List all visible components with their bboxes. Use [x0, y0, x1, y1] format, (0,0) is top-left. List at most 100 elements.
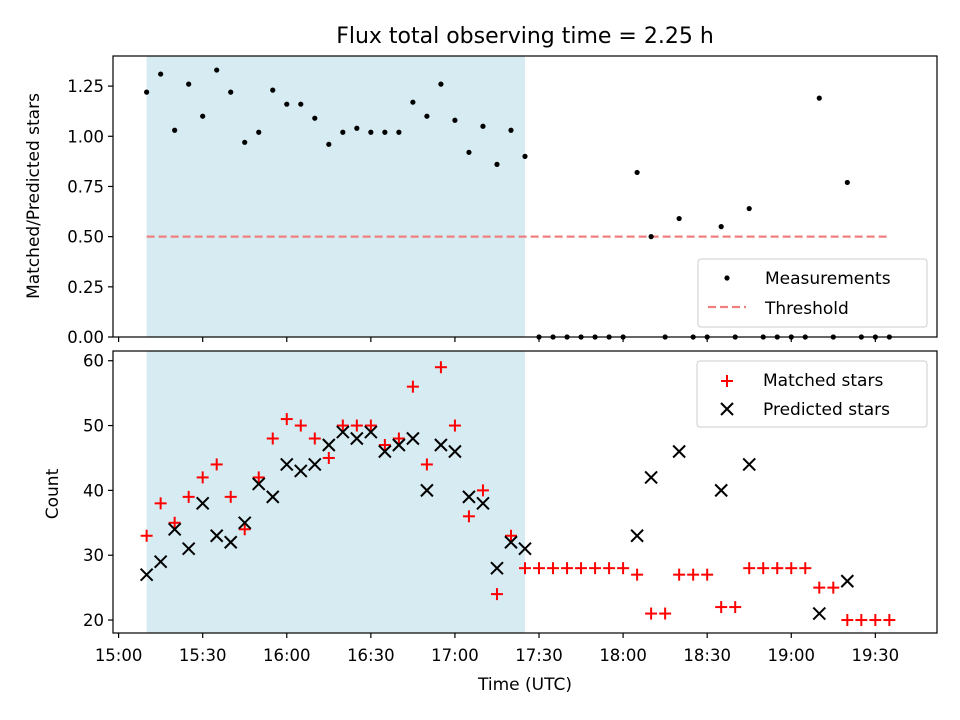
predicted-star-point [378, 444, 392, 459]
measurement-point [746, 205, 752, 212]
x-tick-label: 17:30 [515, 646, 563, 665]
measurement-point [172, 127, 178, 133]
predicted-star-point [294, 464, 308, 478]
measurement-point [340, 129, 346, 135]
legend-matched-label: Matched stars [763, 371, 883, 391]
x-b [252, 477, 266, 491]
matched-star-point [266, 432, 279, 445]
x-b [392, 438, 406, 452]
matched-star-point [294, 419, 307, 432]
bottom-y-axis-label: Count [43, 468, 63, 519]
x-b [518, 542, 532, 556]
x-b [294, 464, 308, 478]
matched-star-point [196, 471, 209, 484]
matched-star-point [406, 380, 419, 393]
top-shaded-region [146, 56, 525, 337]
x-b [672, 444, 686, 459]
matched-star-point [364, 419, 377, 432]
predicted-star-point [364, 425, 378, 439]
predicted-star-point [812, 606, 826, 621]
matched-star-point [561, 562, 574, 575]
matched-star-point [182, 490, 195, 503]
matched-star-point [519, 562, 531, 575]
y-tick-label: 30 [83, 546, 104, 565]
matched-star-point [883, 614, 896, 627]
bottom-axes-frame [112, 350, 938, 634]
x-b [840, 574, 855, 588]
matched-star-point [238, 523, 251, 536]
matched-star-point [785, 562, 798, 575]
matched-star-point [168, 516, 181, 529]
top-panel: 0.00 0.25 0.50 0.75 1.00 1.25 Matched/Predict… [24, 55, 938, 347]
predicted-star-point [504, 535, 518, 549]
measurement-point [368, 129, 374, 135]
x-b [462, 490, 476, 504]
predicted-star-point [209, 529, 224, 543]
measurement-point [508, 127, 514, 133]
matched-star-point [841, 614, 854, 627]
x-b [406, 431, 420, 446]
x-b [139, 567, 154, 582]
matched-star-point [757, 562, 770, 575]
predicted-star-point [420, 483, 434, 498]
measurement-point [410, 99, 416, 105]
measurement-point [186, 81, 192, 87]
matched-star-point [631, 568, 644, 581]
x-b [224, 535, 238, 549]
top-legend-box [697, 258, 928, 328]
matched-star-point [308, 432, 321, 445]
matched-star-point [645, 607, 658, 620]
x-b [336, 425, 350, 439]
top-y-axis-label: Matched/Predicted stars [24, 93, 44, 299]
matched-star-point [476, 484, 489, 497]
measurement-point [298, 101, 304, 107]
measurement-point [312, 115, 318, 121]
matched-star-point [547, 562, 560, 575]
matched-star-point [715, 601, 728, 614]
predicted-star-point [742, 457, 756, 472]
matched-star-point [869, 614, 882, 627]
x-b [630, 529, 644, 543]
matched-star-point [687, 568, 700, 581]
x-tick-label: 15:00 [95, 646, 143, 665]
predicted-star-point [518, 542, 532, 556]
predicted-star-point [153, 554, 168, 569]
predicted-star-point [840, 574, 855, 588]
legend-predicted-label: Predicted stars [763, 400, 890, 420]
predicted-star-point [448, 444, 462, 459]
predicted-star-point [238, 516, 252, 530]
bottom-x-ticks: 15:00 15:30 16:00 16:30 17:00 17:30 18:00 18:30… [95, 633, 899, 665]
x-b [476, 496, 490, 511]
x-b [644, 470, 658, 485]
matched-star-point [729, 601, 742, 614]
matched-star-point [603, 562, 616, 575]
x-axis-label: Time (UTC) [477, 675, 572, 695]
measurement-point [284, 101, 290, 107]
predicted-star-point [462, 490, 476, 504]
matched-star-point [350, 419, 363, 432]
measurement-point [676, 215, 682, 222]
x-b [714, 483, 728, 498]
x-tick-label: 17:00 [431, 646, 479, 665]
x-b [195, 496, 210, 511]
measurement-point [382, 129, 388, 135]
predicted-star-point [336, 425, 350, 439]
predicted-star-point [308, 457, 322, 472]
y-tick-label: 0.75 [67, 177, 104, 196]
measurement-point [452, 117, 458, 123]
matched-star-point [224, 490, 237, 503]
matched-star-point [533, 562, 546, 575]
measurement-point [270, 87, 276, 93]
predicted-star-point [672, 444, 686, 459]
x-b [364, 425, 378, 439]
matched-star-point [336, 419, 349, 432]
x-b [153, 554, 168, 569]
bottom-legend: Matched stars Predicted stars [696, 360, 928, 428]
matched-star-point [855, 614, 868, 627]
predicted-star-point [350, 431, 364, 446]
measurement-point [396, 129, 402, 135]
matched-star-point [154, 497, 167, 510]
legend-matched-marker [721, 375, 733, 387]
x-tick-label: 19:00 [767, 646, 815, 665]
